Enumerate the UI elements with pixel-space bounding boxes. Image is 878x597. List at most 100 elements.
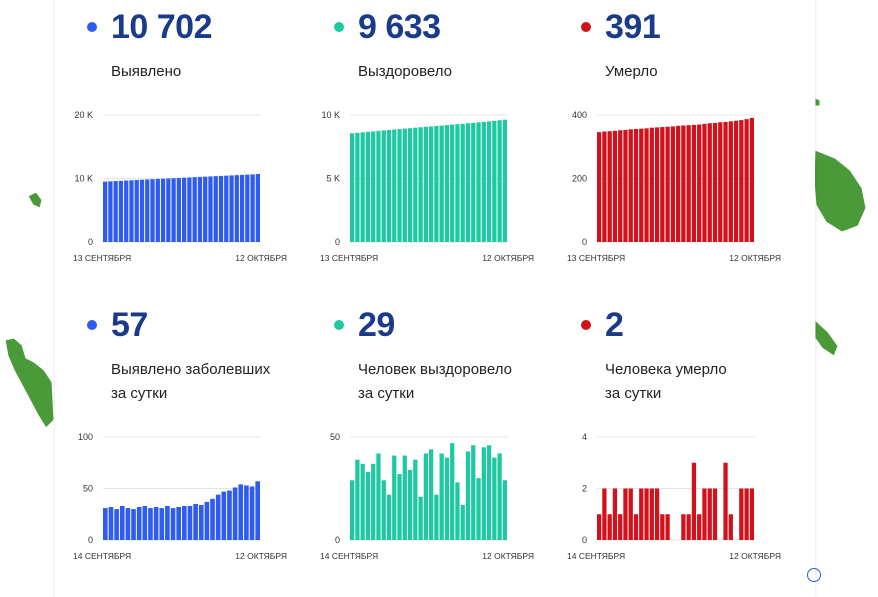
bar — [114, 509, 119, 540]
bar — [365, 131, 371, 242]
y-tick-label: 0 — [88, 237, 93, 247]
bar — [392, 129, 397, 242]
x-start-label: 13 СЕНТЯБРЯ — [567, 253, 625, 263]
chart-deaths-daily: 0 2 4 14 СЕНТЯБРЯ 12 ОКТЯБРЯ — [567, 432, 781, 561]
bar — [170, 508, 176, 540]
bar — [150, 179, 155, 242]
bar — [160, 178, 166, 242]
bar — [654, 488, 660, 540]
y-tick-label: 4 — [582, 432, 587, 442]
stat-label: Умерло — [605, 60, 805, 84]
bar — [221, 491, 227, 540]
bar — [131, 509, 136, 540]
chart-recovered-total: 0 5 K 10 K 13 СЕНТЯБРЯ 12 ОКТЯБРЯ — [320, 110, 534, 263]
bar — [113, 181, 118, 242]
stat-label: Выявлено — [111, 60, 311, 84]
stat-value: 2 — [605, 306, 624, 344]
x-start-label: 14 СЕНТЯБРЯ — [73, 551, 131, 561]
bar — [245, 174, 250, 242]
bar — [397, 474, 402, 540]
bar — [681, 125, 686, 242]
bar — [397, 129, 402, 242]
bar — [607, 514, 612, 540]
y-tick-label: 0 — [582, 535, 587, 545]
bar — [471, 122, 476, 242]
bar — [153, 507, 159, 540]
bar — [465, 123, 471, 242]
bar — [450, 443, 455, 540]
chart-deaths-total: 0 200 400 13 СЕНТЯБРЯ 12 ОКТЯБРЯ — [567, 110, 781, 263]
stat-value: 391 — [605, 8, 661, 46]
bar — [402, 455, 407, 540]
bar — [371, 463, 376, 540]
bar — [502, 480, 507, 540]
bar — [381, 130, 386, 242]
x-start-label: 13 СЕНТЯБРЯ — [320, 253, 378, 263]
bar — [723, 462, 728, 540]
bar — [712, 488, 718, 540]
bar — [612, 130, 618, 243]
y-tick-label: 10 K — [74, 174, 93, 184]
bar — [381, 480, 386, 540]
bar — [386, 494, 392, 540]
bar — [386, 129, 392, 242]
bar — [476, 122, 481, 242]
y-tick-label: 50 — [83, 484, 93, 494]
bar — [234, 175, 239, 242]
bar — [187, 506, 193, 540]
bar — [423, 453, 428, 540]
bar — [633, 128, 639, 242]
bar — [165, 506, 170, 540]
stat-label-line: Человек выздоровело — [358, 361, 512, 378]
bar — [697, 514, 702, 540]
bar — [618, 130, 623, 242]
map-island-right-small — [814, 318, 839, 357]
stat-label: Человек выздоровело за сутки — [358, 358, 558, 406]
bar — [660, 514, 665, 540]
bar — [103, 508, 108, 540]
map-control-circle[interactable] — [807, 568, 821, 582]
bar — [204, 501, 210, 540]
x-end-label: 12 ОКТЯБРЯ — [729, 551, 781, 561]
bar — [707, 488, 712, 540]
bar — [142, 506, 148, 540]
bar — [492, 457, 497, 540]
y-tick-label: 2 — [582, 484, 587, 494]
bar — [213, 176, 218, 242]
legend-dot — [581, 22, 591, 32]
chart-detected-total: 0 10 K 20 K 13 СЕНТЯБРЯ 12 ОКТЯБРЯ — [73, 110, 287, 263]
y-tick-label: 0 — [335, 237, 340, 247]
x-end-label: 12 ОКТЯБРЯ — [729, 253, 781, 263]
y-tick-label: 0 — [582, 237, 587, 247]
bar — [145, 179, 150, 242]
bar — [434, 125, 439, 242]
x-end-label: 12 ОКТЯБРЯ — [482, 253, 534, 263]
x-start-label: 14 СЕНТЯБРЯ — [567, 551, 625, 561]
bar — [460, 123, 465, 242]
bar — [125, 508, 131, 540]
bar — [434, 494, 439, 540]
y-tick-label: 5 K — [326, 174, 340, 184]
bar — [502, 119, 507, 242]
bar — [728, 514, 733, 540]
bar — [744, 119, 749, 242]
stat-value: 10 702 — [111, 8, 213, 46]
chart-recovered-daily: 0 50 14 СЕНТЯБРЯ 12 ОКТЯБРЯ — [320, 432, 534, 561]
bar — [176, 507, 181, 540]
bar — [407, 469, 413, 540]
stat-label-line: Выздоровело — [358, 63, 453, 80]
bar — [238, 484, 244, 540]
bar — [439, 453, 444, 540]
bar — [187, 177, 192, 242]
bar — [497, 453, 502, 540]
legend-dot — [334, 22, 344, 32]
bar — [676, 125, 681, 242]
bar — [739, 488, 744, 540]
bar — [471, 445, 476, 540]
bar — [203, 176, 208, 242]
bar — [450, 124, 455, 242]
bar — [365, 472, 371, 540]
bar — [182, 506, 187, 540]
bar — [702, 123, 707, 242]
bar — [376, 453, 381, 540]
